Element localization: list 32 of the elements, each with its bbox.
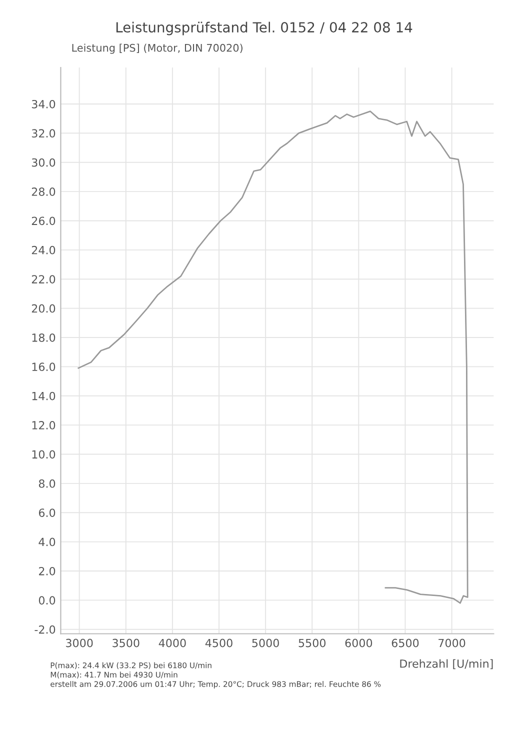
y-tick-label: 26.0 [32, 216, 56, 226]
y-tick-label: 8.0 [38, 479, 56, 488]
y-tick-label: 20.0 [32, 304, 56, 313]
y-axis-title: Leistung [PS] (Motor, DIN 70020) [72, 44, 242, 54]
y-tick-label: 32.0 [32, 129, 56, 138]
x-axis-title: Drehzahl [U/min] [400, 659, 493, 670]
chart-title: Leistungsprüfstand Tel. 0152 / 04 22 08 14 [116, 22, 412, 36]
x-tick-label: 6000 [345, 638, 372, 648]
y-tick-label: 28.0 [32, 188, 56, 196]
x-tick-label: 4000 [158, 638, 186, 648]
y-tick-label: 18.0 [32, 333, 56, 342]
y-tick-label: 10.0 [32, 450, 56, 459]
x-tick-label: 3500 [112, 638, 140, 648]
x-tick-label: 5500 [298, 638, 326, 648]
x-tick-label: 5000 [252, 638, 279, 648]
x-tick-label: 3000 [66, 638, 93, 648]
y-tick-label: 2.0 [39, 566, 56, 576]
y-tick-label: 24.0 [32, 246, 56, 254]
y-tick-label: -2.0 [34, 625, 56, 634]
y-tick-label: 16.0 [32, 362, 56, 372]
y-tick-label: 34.0 [32, 100, 56, 108]
x-tick-label: 4500 [205, 638, 232, 648]
y-tick-label: 0.0 [38, 596, 56, 605]
y-tick-label: 22.0 [32, 275, 56, 284]
y-tick-label: 12.0 [32, 421, 56, 430]
line-series [78, 110, 468, 604]
x-tick-label: 7000 [438, 638, 466, 648]
y-tick-label: 30.0 [32, 158, 56, 167]
y-tick-label: 14.0 [32, 392, 56, 400]
y-tick-label: 4.0 [38, 538, 56, 546]
x-tick-label: 6500 [392, 638, 419, 648]
y-tick-label: 6.0 [38, 508, 56, 517]
